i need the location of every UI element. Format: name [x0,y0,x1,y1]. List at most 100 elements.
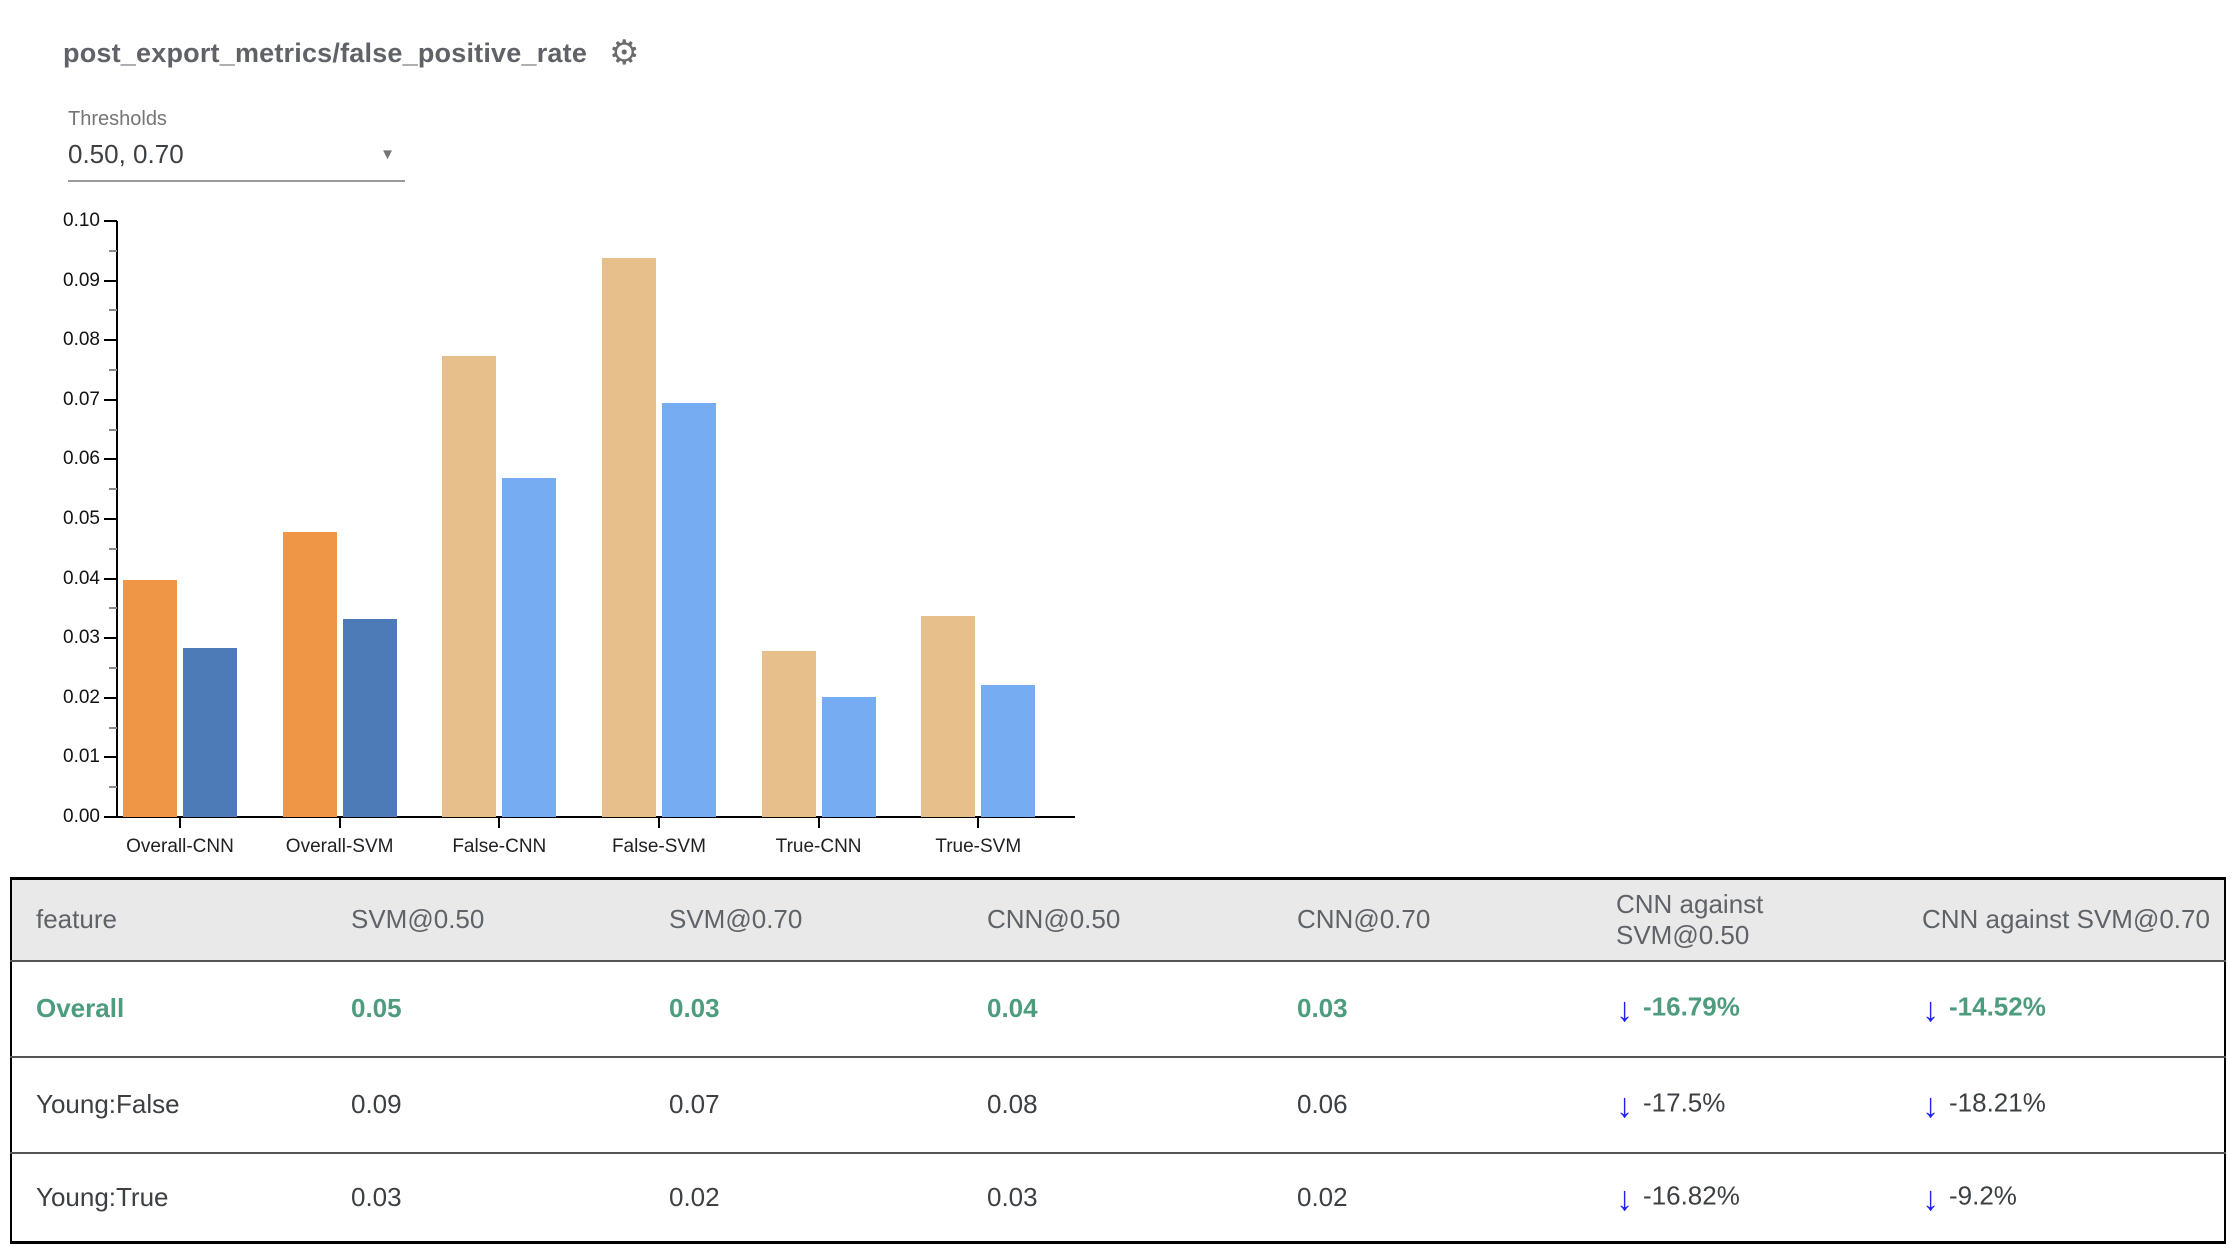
y-axis-minor-tick [109,786,117,789]
delta-cell: ↓ -16.79% [1592,961,1898,1057]
y-axis-tick [104,398,117,401]
settings-gear-icon[interactable]: ⚙ [609,34,640,72]
y-axis-tick [104,279,117,282]
value-cell: 0.02 [1297,1181,1348,1212]
bar-True-CNN-threshold@0.70[interactable] [821,697,876,817]
feature-cell: Young:False [36,1089,180,1119]
false-positive-rate-bar-chart: 0.00 0.01 0.02 0.03 0.04 0.05 0.06 0.07 0.08 0.09… [63,210,1075,857]
y-axis-tick [104,518,117,520]
x-axis-tick [498,818,501,828]
thresholds-label: Thresholds [68,108,167,130]
bar-False-SVM-threshold@0.70[interactable] [661,402,716,817]
x-axis-label: Overall-CNN [126,836,234,857]
delta-value: -16.79% [1643,991,1740,1022]
col-cnn-050: CNN@0.50 [987,904,1121,935]
delta-cell: ↓ -9.2% [1898,1153,2225,1243]
y-axis-tick [104,339,117,342]
table-row-overall: Overall 0.05 0.03 0.04 0.03 ↓ -16.79% ↓ -1… [11,960,2225,1057]
x-axis-line [116,816,1075,818]
col-feature: feature [36,904,117,935]
value-cell: 0.03 [987,1181,1038,1212]
col-cnn-vs-svm-050: CNN against SVM@0.50 [1616,888,1764,950]
x-axis-label: False-SVM [611,836,706,857]
col-svm-070: SVM@0.70 [669,904,803,935]
delta-value: -18.21% [1949,1087,2046,1118]
chevron-down-icon: ▼ [380,146,395,163]
arrow-down-icon: ↓ [1922,991,1939,1029]
bar-False-SVM-threshold@0.50[interactable] [601,257,656,817]
bar-Overall-CNN-threshold@0.70[interactable] [183,648,237,817]
bar-Overall-SVM-threshold@0.50[interactable] [282,532,337,817]
y-axis-minor-tick [109,309,117,312]
y-axis-label: 0.05 [63,508,100,529]
y-axis-minor-tick [109,607,117,610]
bar-False-CNN-threshold@0.70[interactable] [502,478,557,817]
y-axis-line [116,221,118,818]
delta-cell: ↓ -16.82% [1592,1153,1898,1243]
y-axis-label: 0.04 [63,567,100,589]
thresholds-select[interactable]: 0.50, 0.70 ▼ [68,139,405,182]
value-cell: 0.09 [351,1089,402,1119]
x-axis-tick [977,818,980,828]
value-cell: 0.05 [351,993,402,1023]
value-cell: 0.08 [987,1089,1038,1119]
bar-Overall-CNN-threshold@0.50[interactable] [123,579,177,817]
arrow-down-icon: ↓ [1616,991,1633,1029]
x-axis-tick [179,818,181,828]
y-axis-tick [104,577,117,580]
x-axis-label: False-CNN [452,836,547,857]
value-cell: 0.03 [669,993,720,1023]
y-axis-tick [104,756,117,759]
y-axis-label: 0.01 [63,746,100,768]
y-axis-tick [104,816,117,818]
table-header-row: feature SVM@0.50 SVM@0.70 CNN@0.50 CNN@0… [11,878,2225,961]
y-axis-minor-tick [109,428,117,431]
value-cell: 0.02 [669,1181,720,1212]
value-cell: 0.03 [1297,993,1348,1023]
feature-cell: Overall [36,993,125,1023]
value-cell: 0.03 [351,1181,402,1212]
metric-header: post_export_metrics/false_positive_rate … [63,36,640,70]
thresholds-value: 0.50, 0.70 [68,139,184,169]
col-svm-050: SVM@0.50 [351,904,485,935]
arrow-down-icon: ↓ [1922,1087,1939,1125]
delta-cell: ↓ -17.5% [1592,1057,1898,1153]
value-cell: 0.07 [669,1089,720,1119]
delta-value: -9.2% [1949,1180,2017,1211]
metrics-table: feature SVM@0.50 SVM@0.70 CNN@0.50 CNN@0… [10,877,2226,1244]
arrow-down-icon: ↓ [1616,1087,1633,1125]
feature-cell: Young:True [36,1181,169,1212]
y-axis-tick [104,220,117,222]
y-axis-label: 0.08 [63,329,100,351]
y-axis-minor-tick [109,547,117,550]
col-cnn-vs-svm-070: CNN against SVM@0.70 [1922,904,2210,935]
y-axis-label: 0.07 [63,388,100,410]
y-axis-minor-tick [109,667,117,669]
y-axis-tick [104,637,117,640]
table-row-young-false: Young:False 0.09 0.07 0.08 0.06 ↓ -17.5% … [11,1056,2225,1153]
y-axis-label: 0.10 [63,210,100,231]
x-axis-label: Overall-SVM [285,836,394,857]
y-axis-minor-tick [109,726,117,729]
bar-True-CNN-threshold@0.50[interactable] [761,650,816,817]
x-axis-tick [657,818,660,828]
y-axis-label: 0.00 [63,806,100,827]
delta-value: -14.52% [1949,991,2046,1022]
thresholds-control: Thresholds 0.50, 0.70 ▼ [68,108,405,182]
y-axis-tick [104,458,117,461]
bar-True-SVM-threshold@0.50[interactable] [921,616,976,817]
x-axis-label: True-CNN [775,836,862,857]
bar-Overall-SVM-threshold@0.70[interactable] [342,619,397,817]
x-axis-label: True-SVM [935,836,1022,857]
delta-value: -17.5% [1643,1087,1726,1118]
y-axis-label: 0.09 [63,269,100,291]
bar-True-SVM-threshold@0.70[interactable] [981,685,1036,817]
y-axis-minor-tick [109,369,117,371]
value-cell: 0.06 [1297,1089,1348,1119]
bar-False-CNN-threshold@0.50[interactable] [442,356,497,817]
arrow-down-icon: ↓ [1616,1179,1633,1218]
metric-title: post_export_metrics/false_positive_rate [63,37,588,68]
y-axis-label: 0.03 [63,627,100,649]
y-axis-minor-tick [109,249,117,252]
value-cell: 0.04 [987,993,1038,1023]
